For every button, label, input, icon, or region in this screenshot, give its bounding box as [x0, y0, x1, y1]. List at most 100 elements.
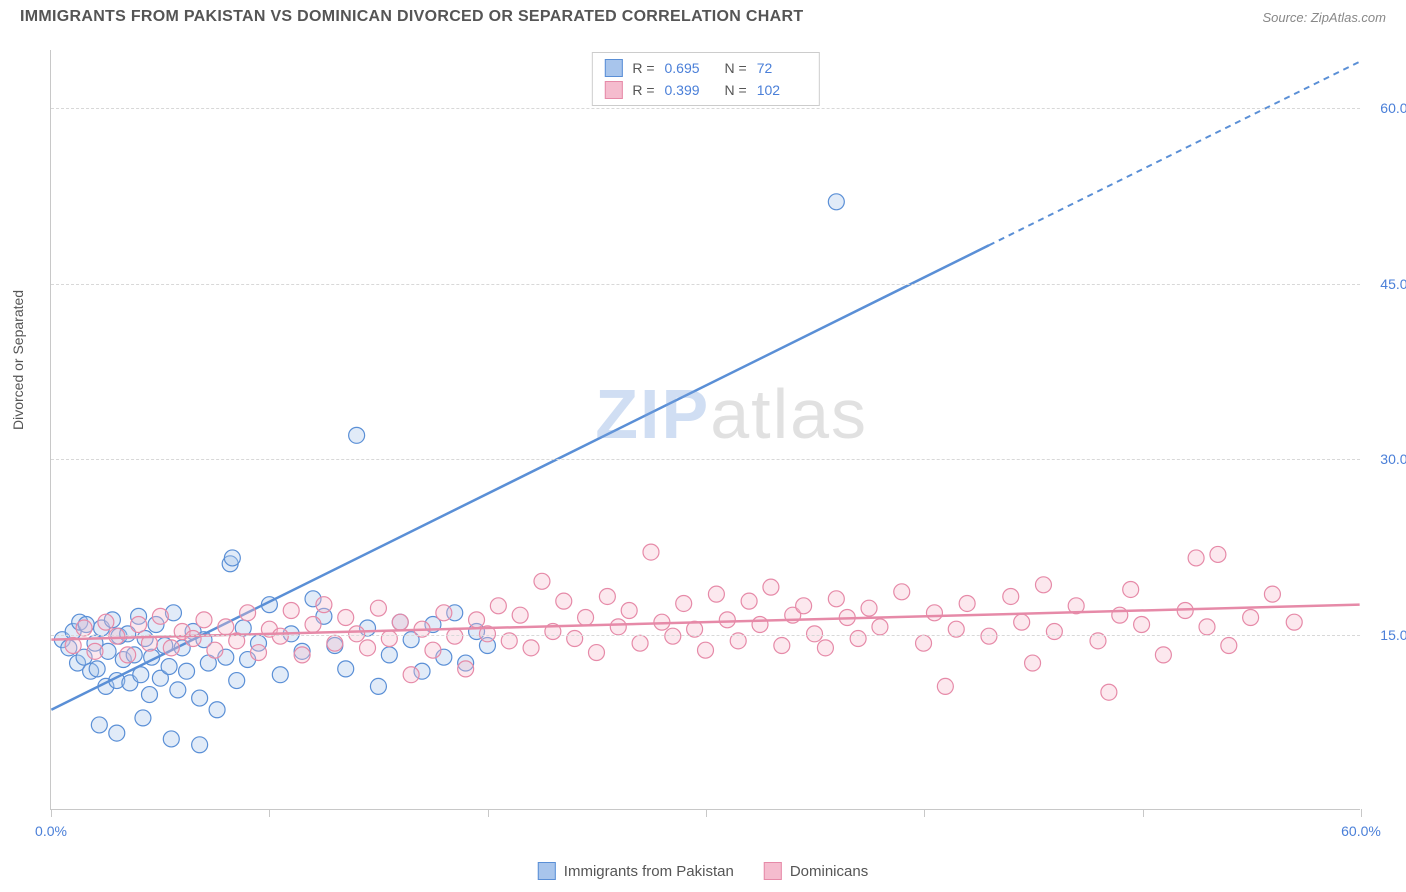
- scatter-point: [872, 619, 888, 635]
- y-axis-label: Divorced or Separated: [10, 290, 26, 430]
- scatter-point: [621, 603, 637, 619]
- chart-title: IMMIGRANTS FROM PAKISTAN VS DOMINICAN DI…: [20, 8, 803, 26]
- scatter-point: [381, 631, 397, 647]
- grid-line: [51, 108, 1360, 109]
- scatter-point: [161, 659, 177, 675]
- scatter-point: [163, 731, 179, 747]
- scatter-point: [283, 603, 299, 619]
- scatter-point: [937, 678, 953, 694]
- scatter-point: [708, 586, 724, 602]
- scatter-point: [447, 628, 463, 644]
- x-tick: [924, 809, 925, 817]
- bottom-legend-label-0: Immigrants from Pakistan: [564, 863, 734, 880]
- grid-line: [51, 459, 1360, 460]
- scatter-point: [1101, 684, 1117, 700]
- scatter-point: [436, 605, 452, 621]
- scatter-point: [1112, 607, 1128, 623]
- scatter-point: [959, 595, 975, 611]
- legend-swatch-series-0: [604, 59, 622, 77]
- scatter-point: [1188, 550, 1204, 566]
- scatter-point: [610, 619, 626, 635]
- chart-plot-area: R = 0.695 N = 72 R = 0.399 N = 102 ZIPat…: [50, 50, 1360, 810]
- scatter-point: [567, 631, 583, 647]
- x-tick: [488, 809, 489, 817]
- scatter-point: [91, 717, 107, 733]
- scatter-point: [828, 591, 844, 607]
- scatter-point: [135, 710, 151, 726]
- scatter-point: [556, 593, 572, 609]
- scatter-point: [192, 737, 208, 753]
- scatter-point: [894, 584, 910, 600]
- x-tick: [706, 809, 707, 817]
- scatter-point: [850, 631, 866, 647]
- scatter-point: [469, 612, 485, 628]
- legend-row-series-1: R = 0.399 N = 102: [604, 79, 806, 101]
- scatter-point: [294, 647, 310, 663]
- scatter-point: [381, 647, 397, 663]
- scatter-point: [370, 600, 386, 616]
- legend-row-series-0: R = 0.695 N = 72: [604, 57, 806, 79]
- legend-swatch-series-1: [604, 81, 622, 99]
- scatter-point: [817, 640, 833, 656]
- scatter-point: [305, 617, 321, 633]
- scatter-svg: [51, 50, 1360, 809]
- scatter-point: [224, 550, 240, 566]
- source-attribution: Source: ZipAtlas.com: [1262, 10, 1386, 25]
- scatter-point: [87, 643, 103, 659]
- scatter-point: [752, 617, 768, 633]
- scatter-point: [316, 597, 332, 613]
- bottom-legend-item-0: Immigrants from Pakistan: [538, 862, 734, 880]
- scatter-point: [360, 640, 376, 656]
- scatter-point: [192, 690, 208, 706]
- scatter-point: [1025, 655, 1041, 671]
- scatter-point: [98, 614, 114, 630]
- x-tick-label: 0.0%: [35, 823, 67, 839]
- bottom-legend-label-1: Dominicans: [790, 863, 868, 880]
- scatter-point: [403, 667, 419, 683]
- scatter-point: [1123, 581, 1139, 597]
- scatter-point: [763, 579, 779, 595]
- scatter-point: [632, 635, 648, 651]
- bottom-legend-swatch-0: [538, 862, 556, 880]
- chart-header: IMMIGRANTS FROM PAKISTAN VS DOMINICAN DI…: [0, 0, 1406, 30]
- scatter-point: [392, 614, 408, 630]
- scatter-point: [534, 573, 550, 589]
- scatter-point: [196, 612, 212, 628]
- scatter-point: [981, 628, 997, 644]
- y-tick-label: 15.0%: [1380, 627, 1406, 643]
- scatter-point: [240, 605, 256, 621]
- scatter-point: [828, 194, 844, 210]
- scatter-point: [338, 610, 354, 626]
- bottom-legend-item-1: Dominicans: [764, 862, 868, 880]
- scatter-point: [1134, 617, 1150, 633]
- scatter-point: [796, 598, 812, 614]
- x-tick: [51, 809, 52, 817]
- grid-line: [51, 635, 1360, 636]
- scatter-point: [76, 620, 92, 636]
- scatter-point: [179, 663, 195, 679]
- scatter-point: [272, 667, 288, 683]
- trend-line-dashed: [989, 62, 1360, 246]
- x-tick: [1143, 809, 1144, 817]
- x-tick-label: 60.0%: [1341, 823, 1381, 839]
- y-tick-label: 45.0%: [1380, 276, 1406, 292]
- scatter-point: [1035, 577, 1051, 593]
- scatter-point: [523, 640, 539, 656]
- scatter-point: [490, 598, 506, 614]
- scatter-point: [109, 628, 125, 644]
- scatter-point: [89, 661, 105, 677]
- scatter-point: [1014, 614, 1030, 630]
- x-tick: [269, 809, 270, 817]
- scatter-point: [643, 544, 659, 560]
- scatter-point: [1210, 546, 1226, 562]
- scatter-point: [588, 645, 604, 661]
- scatter-point: [425, 642, 441, 658]
- scatter-point: [1046, 624, 1062, 640]
- scatter-point: [512, 607, 528, 623]
- scatter-point: [698, 642, 714, 658]
- bottom-legend: Immigrants from Pakistan Dominicans: [538, 862, 868, 880]
- scatter-point: [349, 427, 365, 443]
- scatter-point: [170, 682, 186, 698]
- correlation-legend: R = 0.695 N = 72 R = 0.399 N = 102: [591, 52, 819, 106]
- scatter-point: [120, 647, 136, 663]
